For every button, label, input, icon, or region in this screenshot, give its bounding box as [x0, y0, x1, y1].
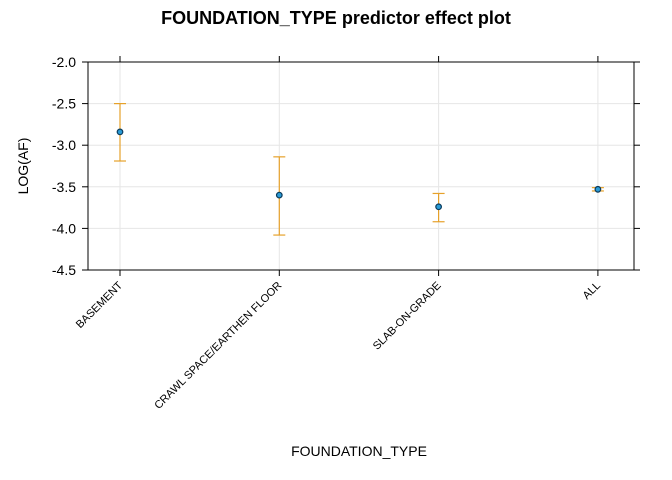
- grid: [88, 61, 634, 271]
- x-tick-label: CRAWL SPACE/EARTHEN FLOOR: [152, 280, 284, 412]
- y-tick-label: -2.0: [52, 54, 76, 70]
- y-tick-label: -4.0: [52, 220, 76, 236]
- y-tick-label: -2.5: [52, 96, 76, 112]
- plot-border: [87, 61, 635, 271]
- data-point-group: [273, 156, 286, 236]
- y-axis-label: LOG(AF): [15, 138, 31, 195]
- estimate-point: [435, 203, 443, 211]
- data-marks: [114, 102, 604, 236]
- x-axis: BASEMENT CRAWL SPACE/EARTHEN FLOOR SLAB-ON…: [74, 56, 603, 412]
- estimate-point: [275, 191, 283, 199]
- data-point-group: [114, 102, 126, 162]
- plot-frame: [87, 61, 635, 271]
- estimate-point: [594, 185, 602, 193]
- data-point-group: [432, 192, 445, 223]
- y-axis: -2.0 -2.5 -3.0 -3.5 -4.0 -4.5: [52, 54, 640, 278]
- x-tick-label: BASEMENT: [74, 279, 125, 330]
- data-point-group: [591, 185, 604, 193]
- x-tick-label: SLAB-ON-GRADE: [371, 280, 444, 353]
- estimate-point: [116, 128, 124, 136]
- x-axis-label: FOUNDATION_TYPE: [291, 443, 427, 459]
- chart-title: FOUNDATION_TYPE predictor effect plot: [161, 8, 511, 28]
- y-tick-label: -4.5: [52, 262, 76, 278]
- y-tick-label: -3.5: [52, 179, 76, 195]
- y-tick-label: -3.0: [52, 137, 76, 153]
- x-tick-label: ALL: [581, 280, 603, 302]
